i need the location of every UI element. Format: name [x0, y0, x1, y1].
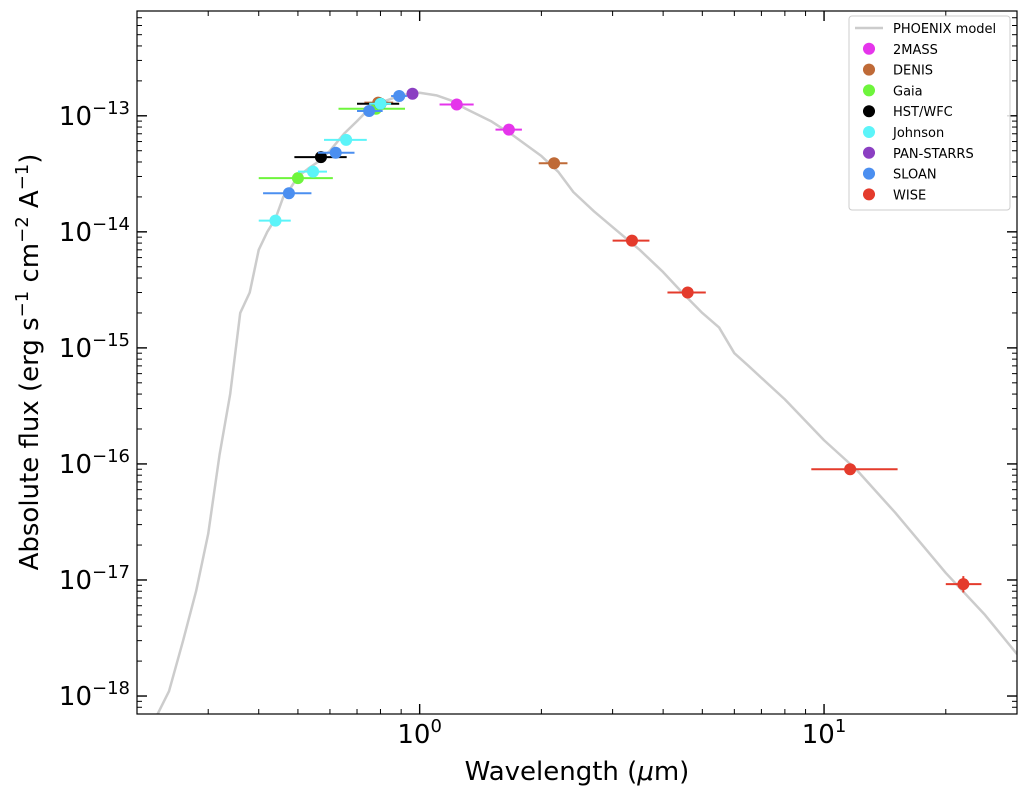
legend-marker [863, 105, 875, 118]
legend-label: Gaia [893, 84, 923, 99]
data-point-gaia-0 [258, 172, 333, 185]
marker [282, 187, 295, 200]
legend-box [848, 15, 1011, 211]
data-point-denis-1 [538, 157, 568, 170]
data-point-sloan-0 [263, 187, 312, 200]
x-tick-label: 101 [802, 716, 847, 750]
data-point-johnson-1 [297, 165, 327, 178]
y-axis-label: Absolute flux (erg s−1 cm−2 A−1) [12, 154, 45, 571]
legend-marker [863, 84, 875, 97]
legend-marker [863, 167, 875, 180]
marker [957, 578, 970, 591]
marker [548, 157, 561, 170]
y-tick-label: 10−13 [59, 98, 130, 132]
data-point-sloan-2 [357, 104, 383, 117]
legend-entry-denis: DENIS [863, 63, 933, 79]
ticks-layer: 100 101 10−18 10−17 10−16 10−15 10−14 10−13 [59, 10, 1018, 750]
data-point-wise-2 [811, 463, 898, 476]
data-point-sloan-1 [317, 146, 355, 159]
legend-marker [863, 63, 875, 76]
marker [374, 97, 387, 110]
data-point-2mass-0 [439, 98, 474, 111]
legend-label: HST/WFC [893, 105, 953, 120]
marker [450, 98, 463, 111]
marker [314, 151, 327, 164]
data-point-johnson-0 [258, 214, 291, 227]
marker [625, 234, 638, 247]
series-pan-starrs [406, 87, 419, 100]
legend-entry-johnson: Johnson [863, 126, 944, 141]
y-tick-label: 10−17 [59, 562, 130, 596]
plot-frame [136, 10, 1018, 715]
legend-entry-hst-wfc: HST/WFC [863, 105, 953, 120]
marker [406, 87, 419, 100]
series-wise [612, 234, 982, 593]
data-point-wise-3 [945, 576, 982, 593]
legend-marker [863, 188, 875, 201]
data-point-pan-starrs-0 [406, 87, 419, 100]
legend-entry-pan-starrs: PAN-STARRS [863, 146, 974, 162]
data-point-sloan-3 [391, 90, 407, 103]
legend-label: PHOENIX model [893, 22, 996, 37]
data-point-2mass-1 [495, 123, 522, 136]
legend-entry-wise: WISE [863, 188, 926, 203]
data-point-wise-1 [667, 286, 706, 299]
marker [844, 463, 857, 476]
data-point-wise-0 [612, 234, 650, 247]
y-tick-label: 10−14 [59, 214, 130, 248]
marker [269, 214, 282, 227]
series-johnson [258, 97, 392, 227]
data-point-johnson-3 [369, 97, 392, 110]
legend-marker [863, 126, 875, 138]
marker [291, 172, 304, 185]
data-point-johnson-2 [323, 133, 367, 146]
legend-label: WISE [893, 188, 926, 203]
legend-entry-2mass: 2MASS [863, 42, 938, 58]
marker [393, 90, 406, 103]
y-tick-label: 10−16 [59, 446, 130, 480]
series-2mass [439, 98, 522, 136]
points-layer [258, 87, 982, 593]
marker [681, 286, 694, 299]
legend-marker [863, 42, 875, 55]
legend: PHOENIX model 2MASS DENIS Gaia HST/WFC Johnso… [848, 15, 1011, 211]
legend-entry-phoenix-model: PHOENIX model [855, 22, 996, 37]
legend-label: Johnson [892, 126, 944, 141]
marker [502, 123, 515, 136]
x-axis-label: Wavelength (μm) [465, 757, 690, 787]
series-sloan [263, 90, 407, 200]
legend-entry-gaia: Gaia [863, 84, 923, 99]
x-tick-label: 100 [397, 716, 442, 750]
legend-label: PAN-STARRS [893, 147, 974, 162]
marker [340, 133, 353, 146]
legend-label: 2MASS [893, 43, 938, 58]
legend-label: DENIS [893, 64, 933, 79]
y-tick-label: 10−15 [59, 330, 130, 364]
marker [307, 165, 320, 178]
legend-entry-sloan: SLOAN [863, 167, 937, 183]
y-tick-label: 10−18 [59, 678, 130, 712]
marker [363, 104, 376, 117]
marker [329, 146, 342, 159]
legend-label: SLOAN [893, 168, 937, 183]
legend-marker [863, 146, 875, 159]
